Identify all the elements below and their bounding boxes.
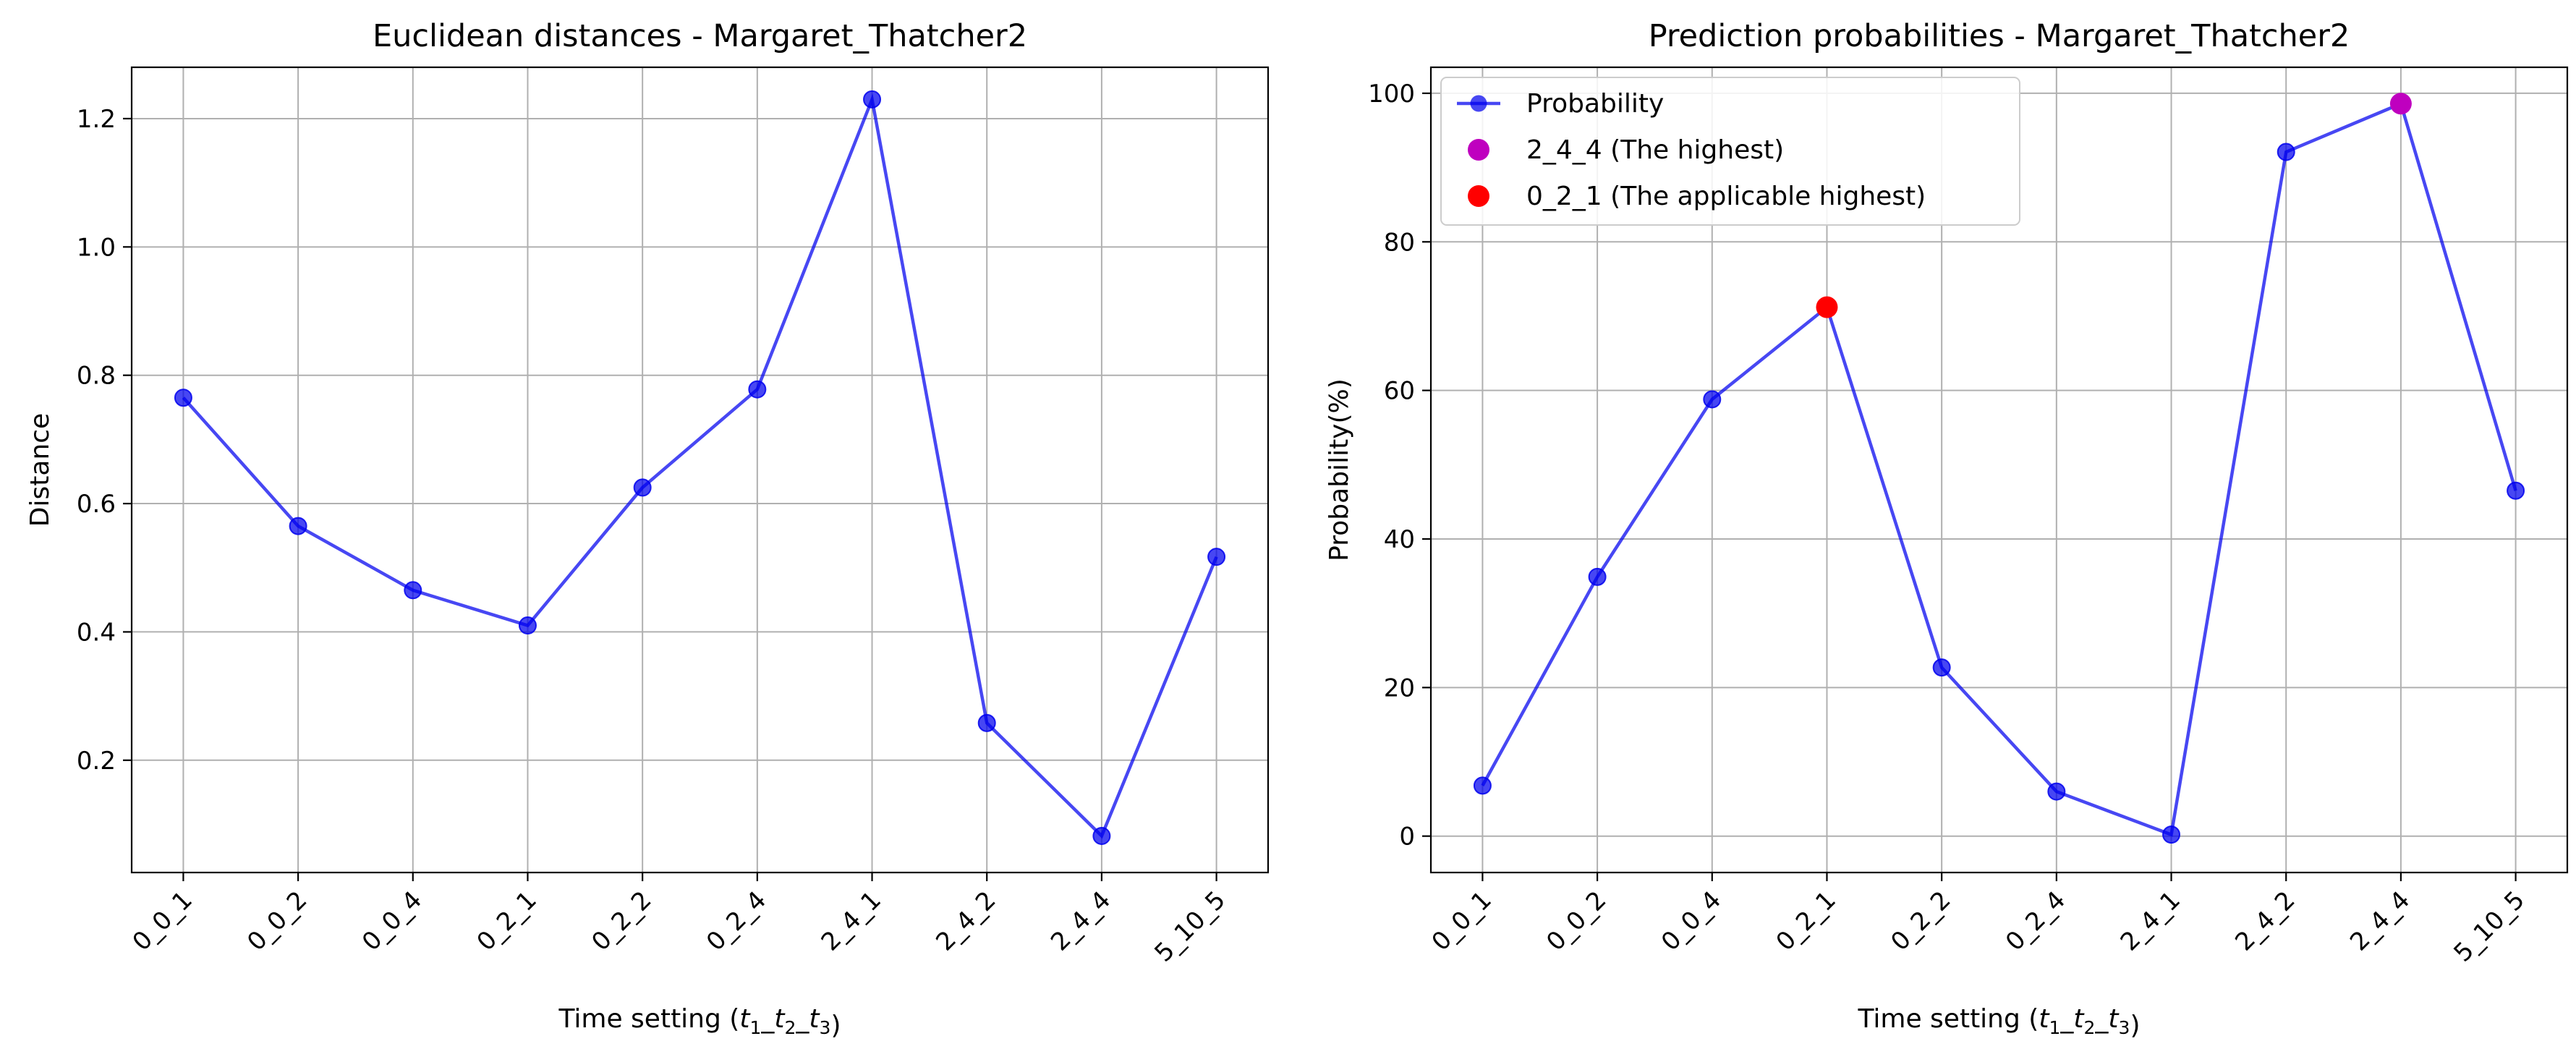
chart0-y-tick-label-3: 0.8: [77, 362, 116, 391]
chart1-title: Prediction probabilities - Margaret_That…: [1649, 18, 2350, 54]
chart1-x-tick-label-2-4-4: 2_4_4: [2345, 886, 2415, 956]
chart0-point-0-0-4: [404, 581, 422, 600]
chart1-y-tick-label-0: 0: [1399, 823, 1415, 852]
chart1-y-tick-label-3: 60: [1384, 377, 1415, 406]
chart0-y-tick-label-5: 1.2: [77, 105, 116, 134]
chart1-point-2-4-2: [2277, 143, 2295, 161]
distance-chart: 0.2 0.4 0.6 0.8 1.0 1.2 0_0_1 0_0_2 0_0_4 0_2_1 0_…: [25, 18, 1270, 1040]
chart1-x-tick-label-0-0-2: 0_0_2: [1541, 886, 1612, 956]
chart0-series-line-0: [182, 93, 1218, 839]
chart0-x-tick-label-2-4-1: 2_4_1: [816, 886, 887, 956]
chart0-point-0-0-1: [174, 389, 192, 407]
chart0-point-2-4-2: [977, 713, 996, 732]
chart0-title: Euclidean distances - Margaret_Thatcher2: [373, 18, 1027, 54]
chart1-x-tick-label-0-2-2: 0_2_2: [1885, 886, 1956, 956]
chart0-point-0-0-2: [289, 517, 307, 535]
chart0-point-2-4-1: [863, 90, 882, 109]
chart1-x-tick-label-5-10-5: 5_10_5: [2448, 886, 2530, 968]
chart1-legend-label-probability: Probability: [1526, 89, 1664, 119]
chart1-point-0-2-4: [2047, 782, 2066, 801]
chart0-point-0-2-1: [518, 616, 537, 635]
chart1-y-tick-label-5: 100: [1368, 80, 1415, 109]
chart1-legend: Probability 2_4_4 (The highest) 0_2_1 (The…: [1440, 77, 2020, 226]
chart0-point-0-2-4: [748, 380, 767, 399]
chart1-x-tick-label-2-4-2: 2_4_2: [2229, 886, 2300, 956]
chart1-point-0-2-2: [1932, 658, 1951, 677]
chart0-x-tick-label-2-4-2: 2_4_2: [930, 886, 1001, 956]
chart1-point-0-0-1: [1473, 776, 1492, 795]
chart1-x-tick-label-2-4-1: 2_4_1: [2115, 886, 2186, 956]
chart1-x-axis-label: Time setting (t1_t2_t3): [1858, 1004, 2141, 1040]
chart0-y-tick-label-2: 0.6: [77, 490, 116, 519]
chart0-x-axis-label: Time setting (t1_t2_t3): [558, 1004, 841, 1040]
chart0-x-tick-label-5-10-5: 5_10_5: [1149, 886, 1231, 968]
chart1-highlight-point-0-2-1: [1816, 296, 1838, 318]
chart1-x-tick-label-0-2-1: 0_2_1: [1771, 886, 1842, 956]
chart0-y-tick-label-4: 1.0: [77, 233, 116, 262]
chart0-x-tick-label-0-2-1: 0_2_1: [472, 886, 543, 956]
chart1-legend-label-2-4-4-the-highest: 2_4_4 (The highest): [1526, 135, 1784, 165]
chart1-x-tick-label-0-2-4: 0_2_4: [2000, 886, 2071, 956]
chart1-point-2-4-1: [2162, 825, 2181, 844]
chart1-y-axis-label: Probability(%): [1325, 378, 1354, 561]
chart1-point-0-0-4: [1703, 390, 1722, 409]
chart0-plot-frame: [130, 66, 1270, 874]
chart1-plot-frame: [1429, 66, 2569, 874]
chart0-x-tick-label-0-0-2: 0_0_2: [242, 886, 313, 956]
chart1-legend-box: [1440, 77, 2020, 226]
chart1-point-5-10-5: [2507, 481, 2525, 500]
chart0-x-tick-label-2-4-4: 2_4_4: [1045, 886, 1116, 956]
chart1-series-line-0: [1481, 101, 2517, 837]
probability-chart: 0 20 40 60 80 100 0_0_1 0_0_2 0_0_4 0_2_1 0_2_2 0_2…: [1325, 18, 2569, 1040]
chart1-x-tick-label-0-0-4: 0_0_4: [1656, 886, 1727, 956]
chart1-y-tick-label-4: 80: [1384, 228, 1415, 257]
chart1-y-tick-label-2: 40: [1384, 525, 1415, 554]
chart0-x-tick-label-0-2-4: 0_2_4: [701, 886, 772, 956]
chart1-legend-marker-2-4-4-the-highest: [1468, 139, 1489, 161]
chart0-point-2-4-4: [1092, 826, 1111, 845]
chart0-point-0-2-2: [633, 478, 652, 497]
chart1-y-tick-label-1: 20: [1384, 674, 1415, 702]
chart1-highlight-point-2-4-4: [2389, 93, 2412, 115]
chart1-legend-marker-probability: [1470, 95, 1487, 112]
chart1-legend-label-0-2-1-the-applicable-highest: 0_2_1 (The applicable highest): [1526, 182, 1926, 211]
chart0-x-tick-label-0-0-1: 0_0_1: [127, 886, 198, 956]
chart0-x-tick-label-0-2-2: 0_2_2: [586, 886, 657, 956]
chart1-point-0-0-2: [1588, 567, 1607, 586]
chart0-point-5-10-5: [1207, 548, 1226, 566]
chart0-y-tick-label-0: 0.2: [77, 747, 116, 776]
chart0-x-tick-label-0-0-4: 0_0_4: [357, 886, 428, 956]
chart1-x-tick-label-0-0-1: 0_0_1: [1427, 886, 1497, 956]
chart0-y-axis-label: Distance: [25, 413, 55, 527]
chart0-y-tick-label-1: 0.4: [77, 618, 116, 647]
chart1-legend-marker-0-2-1-the-applicable-highest: [1468, 185, 1489, 207]
